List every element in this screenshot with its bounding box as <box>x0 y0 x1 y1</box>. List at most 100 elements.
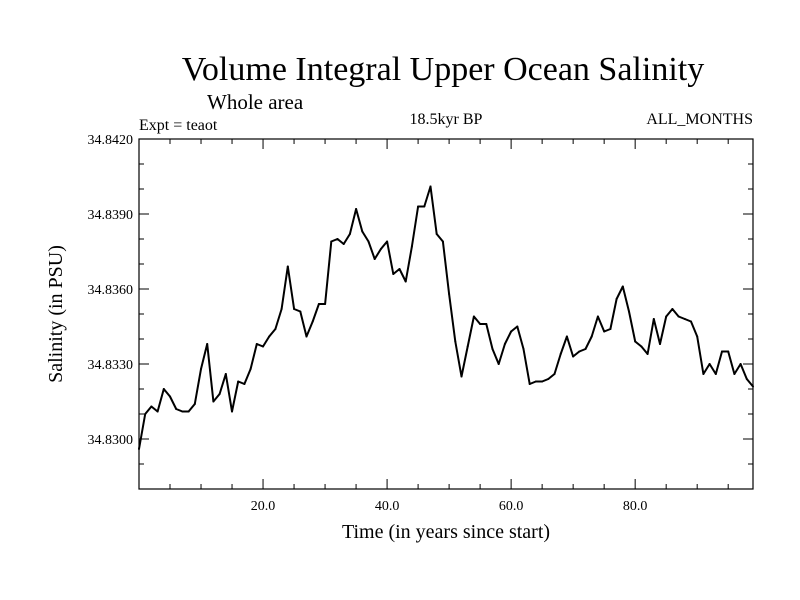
data-point <box>696 335 699 338</box>
data-point <box>733 373 736 375</box>
data-point <box>590 335 593 338</box>
y-tick-label: 34.8420 <box>88 133 134 148</box>
data-point <box>175 408 178 410</box>
data-point <box>578 350 581 353</box>
data-point <box>503 343 506 345</box>
data-point <box>603 330 606 333</box>
data-point <box>379 248 382 250</box>
data-point <box>739 363 742 365</box>
data-point <box>187 410 190 413</box>
data-point <box>522 348 525 350</box>
data-point <box>336 238 339 240</box>
data-point <box>237 380 240 383</box>
data-point <box>528 383 531 385</box>
data-point <box>305 335 308 338</box>
data-point <box>274 328 277 330</box>
data-point <box>311 320 314 323</box>
y-axis-label: Salinity (in PSU) <box>45 245 67 383</box>
data-point <box>156 410 159 413</box>
x-tick-label: 40.0 <box>375 499 400 514</box>
data-point <box>200 368 202 370</box>
x-axis-label: Time (in years since start) <box>342 521 550 543</box>
data-point <box>169 395 171 398</box>
data-point <box>472 315 475 318</box>
axis-tick-labels: 20.0 40.0 60.0 80.0 34.8300 34.8330 34.8360 34.… <box>88 133 648 514</box>
data-point <box>429 185 432 188</box>
data-point <box>243 383 246 385</box>
data-point <box>497 363 500 365</box>
data-point <box>541 380 544 383</box>
data-point <box>609 328 612 330</box>
data-point <box>262 345 264 348</box>
data-point <box>646 353 649 355</box>
plot-frame <box>138 138 754 490</box>
x-tick-label: 20.0 <box>251 499 276 514</box>
data-point <box>485 323 488 325</box>
data-point <box>727 350 730 353</box>
data-point <box>181 410 184 413</box>
data-point <box>423 205 426 208</box>
data-point <box>510 330 513 333</box>
data-point <box>150 405 153 408</box>
x-tick-label: 80.0 <box>623 499 648 514</box>
data-point <box>293 308 296 310</box>
data-point <box>491 348 494 350</box>
data-point <box>745 378 748 380</box>
chart-subtitle: Whole area <box>207 90 304 114</box>
months-label: ALL_MONTHS <box>646 111 753 128</box>
data-point <box>454 340 457 343</box>
data-point <box>193 403 196 405</box>
data-point <box>268 335 271 338</box>
data-point <box>317 303 320 305</box>
data-point <box>324 303 327 305</box>
data-point <box>572 355 575 358</box>
data-point <box>565 335 568 338</box>
data-point <box>702 373 705 375</box>
data-point <box>634 340 637 343</box>
data-point <box>721 350 723 353</box>
data-point <box>615 298 618 300</box>
data-point <box>218 393 221 395</box>
axis-ticks <box>139 138 753 489</box>
period-label: 18.5kyr BP <box>410 111 483 128</box>
data-point <box>255 343 258 345</box>
salinity-series-line <box>138 185 754 450</box>
data-point <box>621 285 624 288</box>
data-point <box>392 273 395 275</box>
data-point <box>448 293 451 295</box>
data-point <box>683 318 686 320</box>
y-tick-label: 34.8300 <box>88 433 134 448</box>
data-point <box>714 373 717 375</box>
data-point <box>752 385 754 388</box>
data-point <box>596 315 599 318</box>
data-point <box>398 268 401 270</box>
data-point <box>559 353 562 355</box>
data-point <box>628 310 630 313</box>
data-point <box>640 345 643 348</box>
data-point <box>224 373 227 375</box>
data-point <box>212 400 215 403</box>
data-point <box>373 258 376 260</box>
data-point <box>671 308 674 310</box>
y-tick-label: 34.8330 <box>88 358 134 373</box>
data-point <box>547 378 550 380</box>
data-point <box>162 388 165 390</box>
data-point <box>708 363 711 365</box>
data-point <box>534 380 537 383</box>
data-point <box>286 265 289 268</box>
data-point <box>652 318 655 320</box>
x-tick-label: 60.0 <box>499 499 524 514</box>
data-point <box>665 315 668 318</box>
chart-title: Volume Integral Upper Ocean Salinity <box>182 51 704 88</box>
data-point <box>231 410 233 413</box>
data-point <box>584 348 587 350</box>
data-point <box>441 240 444 243</box>
data-point <box>367 240 370 243</box>
data-point <box>404 280 407 283</box>
data-point <box>348 233 351 235</box>
data-point <box>144 413 147 415</box>
data-point <box>342 243 345 245</box>
data-point <box>355 208 358 210</box>
data-point <box>330 240 333 243</box>
